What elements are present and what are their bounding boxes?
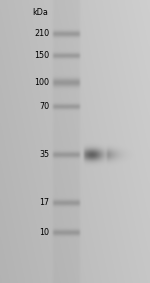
- Text: 70: 70: [39, 102, 50, 111]
- Text: 100: 100: [34, 78, 50, 87]
- Text: 10: 10: [39, 228, 50, 237]
- Text: kDa: kDa: [33, 8, 48, 17]
- Text: 150: 150: [34, 51, 50, 60]
- Text: 35: 35: [39, 150, 50, 159]
- Text: 210: 210: [34, 29, 50, 38]
- Text: 17: 17: [39, 198, 50, 207]
